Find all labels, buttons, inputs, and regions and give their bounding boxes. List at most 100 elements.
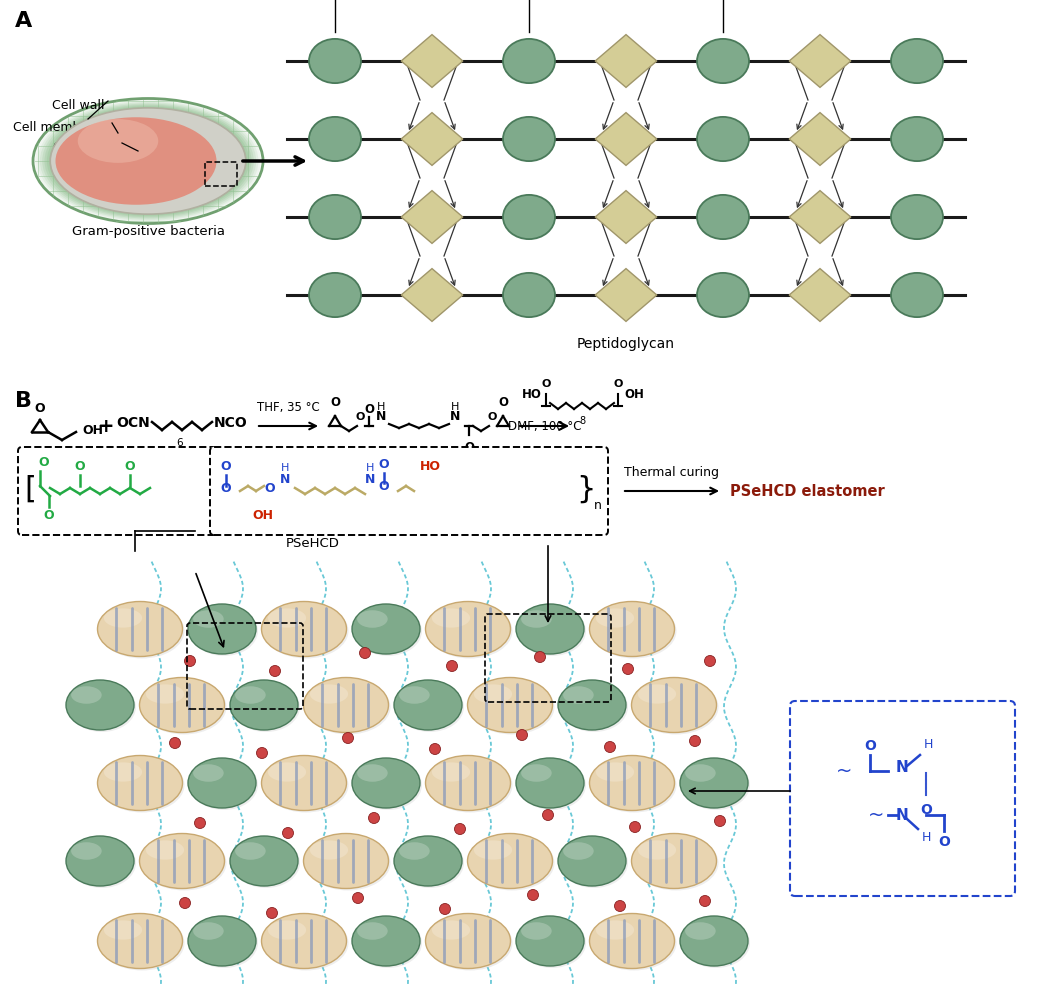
Ellipse shape [100, 604, 185, 659]
Ellipse shape [638, 841, 676, 860]
Text: Cell membrane: Cell membrane [13, 121, 109, 134]
Text: HO: HO [420, 460, 441, 473]
Text: O: O [920, 803, 932, 817]
Ellipse shape [310, 841, 348, 860]
Ellipse shape [399, 842, 430, 860]
Circle shape [368, 813, 380, 824]
Text: O: O [221, 481, 231, 494]
Text: OCN: OCN [116, 416, 150, 430]
Ellipse shape [50, 108, 246, 214]
Ellipse shape [104, 763, 142, 782]
Ellipse shape [697, 195, 749, 239]
Ellipse shape [100, 758, 185, 813]
Ellipse shape [590, 602, 675, 657]
Text: A: A [15, 11, 32, 31]
Ellipse shape [596, 920, 634, 940]
Ellipse shape [352, 916, 420, 966]
Circle shape [623, 664, 633, 675]
Circle shape [614, 901, 626, 912]
Ellipse shape [354, 918, 422, 968]
Ellipse shape [682, 760, 750, 810]
Ellipse shape [66, 680, 134, 730]
Text: THF, 35 °C: THF, 35 °C [257, 401, 319, 414]
Polygon shape [789, 35, 851, 87]
Ellipse shape [310, 685, 348, 704]
Ellipse shape [503, 39, 555, 83]
Ellipse shape [516, 916, 584, 966]
Ellipse shape [98, 914, 182, 969]
Ellipse shape [633, 836, 718, 891]
Text: O: O [35, 402, 46, 415]
Polygon shape [789, 112, 851, 165]
Text: O: O [464, 441, 474, 454]
Ellipse shape [51, 108, 245, 213]
Ellipse shape [590, 756, 675, 811]
Ellipse shape [188, 758, 256, 808]
Ellipse shape [563, 842, 594, 860]
Text: O: O [379, 458, 389, 471]
Ellipse shape [685, 764, 716, 782]
Ellipse shape [503, 195, 555, 239]
Ellipse shape [263, 604, 348, 659]
Ellipse shape [98, 602, 182, 657]
Text: O: O [379, 479, 389, 492]
Ellipse shape [697, 39, 749, 83]
Ellipse shape [309, 195, 361, 239]
Ellipse shape [309, 117, 361, 161]
Ellipse shape [518, 606, 586, 656]
Ellipse shape [354, 760, 422, 810]
Ellipse shape [425, 914, 510, 969]
Circle shape [266, 908, 278, 919]
Ellipse shape [432, 609, 470, 628]
Ellipse shape [303, 678, 388, 733]
Text: O: O [330, 396, 340, 409]
Text: O: O [264, 481, 275, 494]
Ellipse shape [399, 687, 430, 704]
Circle shape [439, 904, 451, 915]
Ellipse shape [98, 756, 182, 811]
Ellipse shape [468, 834, 553, 889]
Ellipse shape [891, 39, 943, 83]
Ellipse shape [470, 680, 555, 735]
Text: O: O [125, 460, 136, 473]
Ellipse shape [71, 842, 102, 860]
Bar [205, 162, 237, 186]
Text: NCO: NCO [214, 416, 248, 430]
Ellipse shape [303, 834, 388, 889]
Circle shape [269, 666, 280, 677]
Ellipse shape [503, 117, 555, 161]
Ellipse shape [521, 764, 552, 782]
Polygon shape [401, 35, 463, 87]
Text: 8: 8 [579, 416, 585, 426]
Text: N: N [895, 761, 908, 776]
Ellipse shape [40, 102, 256, 220]
Polygon shape [789, 268, 851, 321]
Polygon shape [595, 112, 657, 165]
Text: 6: 6 [177, 438, 184, 448]
Ellipse shape [428, 758, 512, 813]
Text: }: } [576, 474, 595, 504]
Text: Peptidoglycan: Peptidoglycan [577, 337, 675, 351]
Circle shape [535, 652, 545, 663]
Ellipse shape [263, 916, 348, 971]
Text: HO: HO [522, 388, 542, 401]
Ellipse shape [354, 606, 422, 656]
Ellipse shape [193, 922, 224, 940]
Ellipse shape [394, 680, 462, 730]
Text: O: O [864, 739, 876, 753]
Ellipse shape [190, 760, 258, 810]
Ellipse shape [590, 914, 675, 969]
Ellipse shape [891, 273, 943, 317]
Ellipse shape [232, 838, 300, 888]
Ellipse shape [396, 838, 464, 888]
Text: N: N [280, 473, 291, 486]
Ellipse shape [518, 918, 586, 968]
Text: H: H [924, 738, 934, 751]
Ellipse shape [352, 604, 420, 654]
Circle shape [454, 824, 466, 835]
Ellipse shape [591, 604, 677, 659]
Text: H: H [377, 402, 385, 412]
Ellipse shape [145, 685, 185, 704]
Ellipse shape [309, 39, 361, 83]
Ellipse shape [503, 273, 555, 317]
